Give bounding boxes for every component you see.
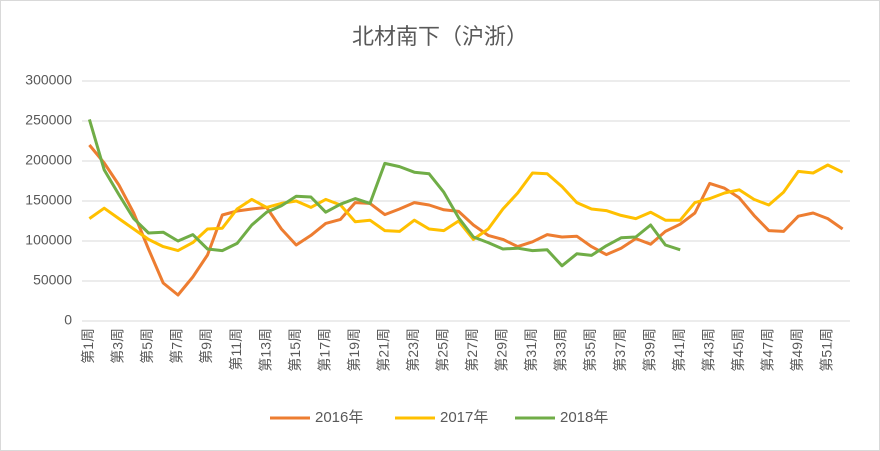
x-tick-label: 第47周 <box>759 328 775 372</box>
y-tick-label: 0 <box>64 312 72 328</box>
x-tick-label: 第33周 <box>553 328 569 372</box>
x-tick-label: 第43周 <box>700 328 716 372</box>
x-tick-label: 第1周 <box>80 328 96 364</box>
series-line <box>88 163 844 253</box>
x-tick-label: 第7周 <box>169 328 185 364</box>
x-tick-label: 第51周 <box>819 328 835 372</box>
x-tick-label: 第9周 <box>198 328 214 364</box>
x-tick-label: 第25周 <box>435 328 451 372</box>
x-tick-label: 第11周 <box>228 328 244 371</box>
y-tick-label: 300000 <box>25 72 72 88</box>
x-tick-label: 第41周 <box>671 328 687 372</box>
x-tick-label: 第17周 <box>316 328 332 372</box>
x-tick-label: 第15周 <box>287 328 303 372</box>
x-tick-label: 第35周 <box>582 328 598 372</box>
legend-label: 2018年 <box>560 409 608 426</box>
legend-label: 2016年 <box>315 409 363 426</box>
x-tick-label: 第23周 <box>405 328 421 372</box>
x-tick-label: 第37周 <box>612 328 628 372</box>
y-tick-label: 100000 <box>25 232 72 248</box>
x-tick-label: 第39周 <box>641 328 657 372</box>
legend-label: 2017年 <box>440 409 488 426</box>
y-tick-label: 150000 <box>25 192 72 208</box>
x-tick-label: 第49周 <box>789 328 805 372</box>
x-tick-label: 第21周 <box>375 328 391 372</box>
x-tick-label: 第5周 <box>139 328 155 364</box>
x-tick-label: 第3周 <box>110 328 126 364</box>
y-tick-label: 250000 <box>25 112 72 128</box>
x-tick-label: 第29周 <box>494 328 510 372</box>
series-line <box>87 118 681 268</box>
x-tick-label: 第27周 <box>464 328 480 372</box>
y-tick-label: 200000 <box>25 152 72 168</box>
y-tick-label: 50000 <box>33 272 72 288</box>
x-tick-label: 第45周 <box>730 328 746 372</box>
x-tick-label: 第13周 <box>257 328 273 372</box>
chart-title: 北材南下（沪浙） <box>352 24 528 49</box>
x-tick-label: 第19周 <box>346 328 362 372</box>
series-line <box>88 144 844 297</box>
x-tick-label: 第31周 <box>523 328 539 372</box>
